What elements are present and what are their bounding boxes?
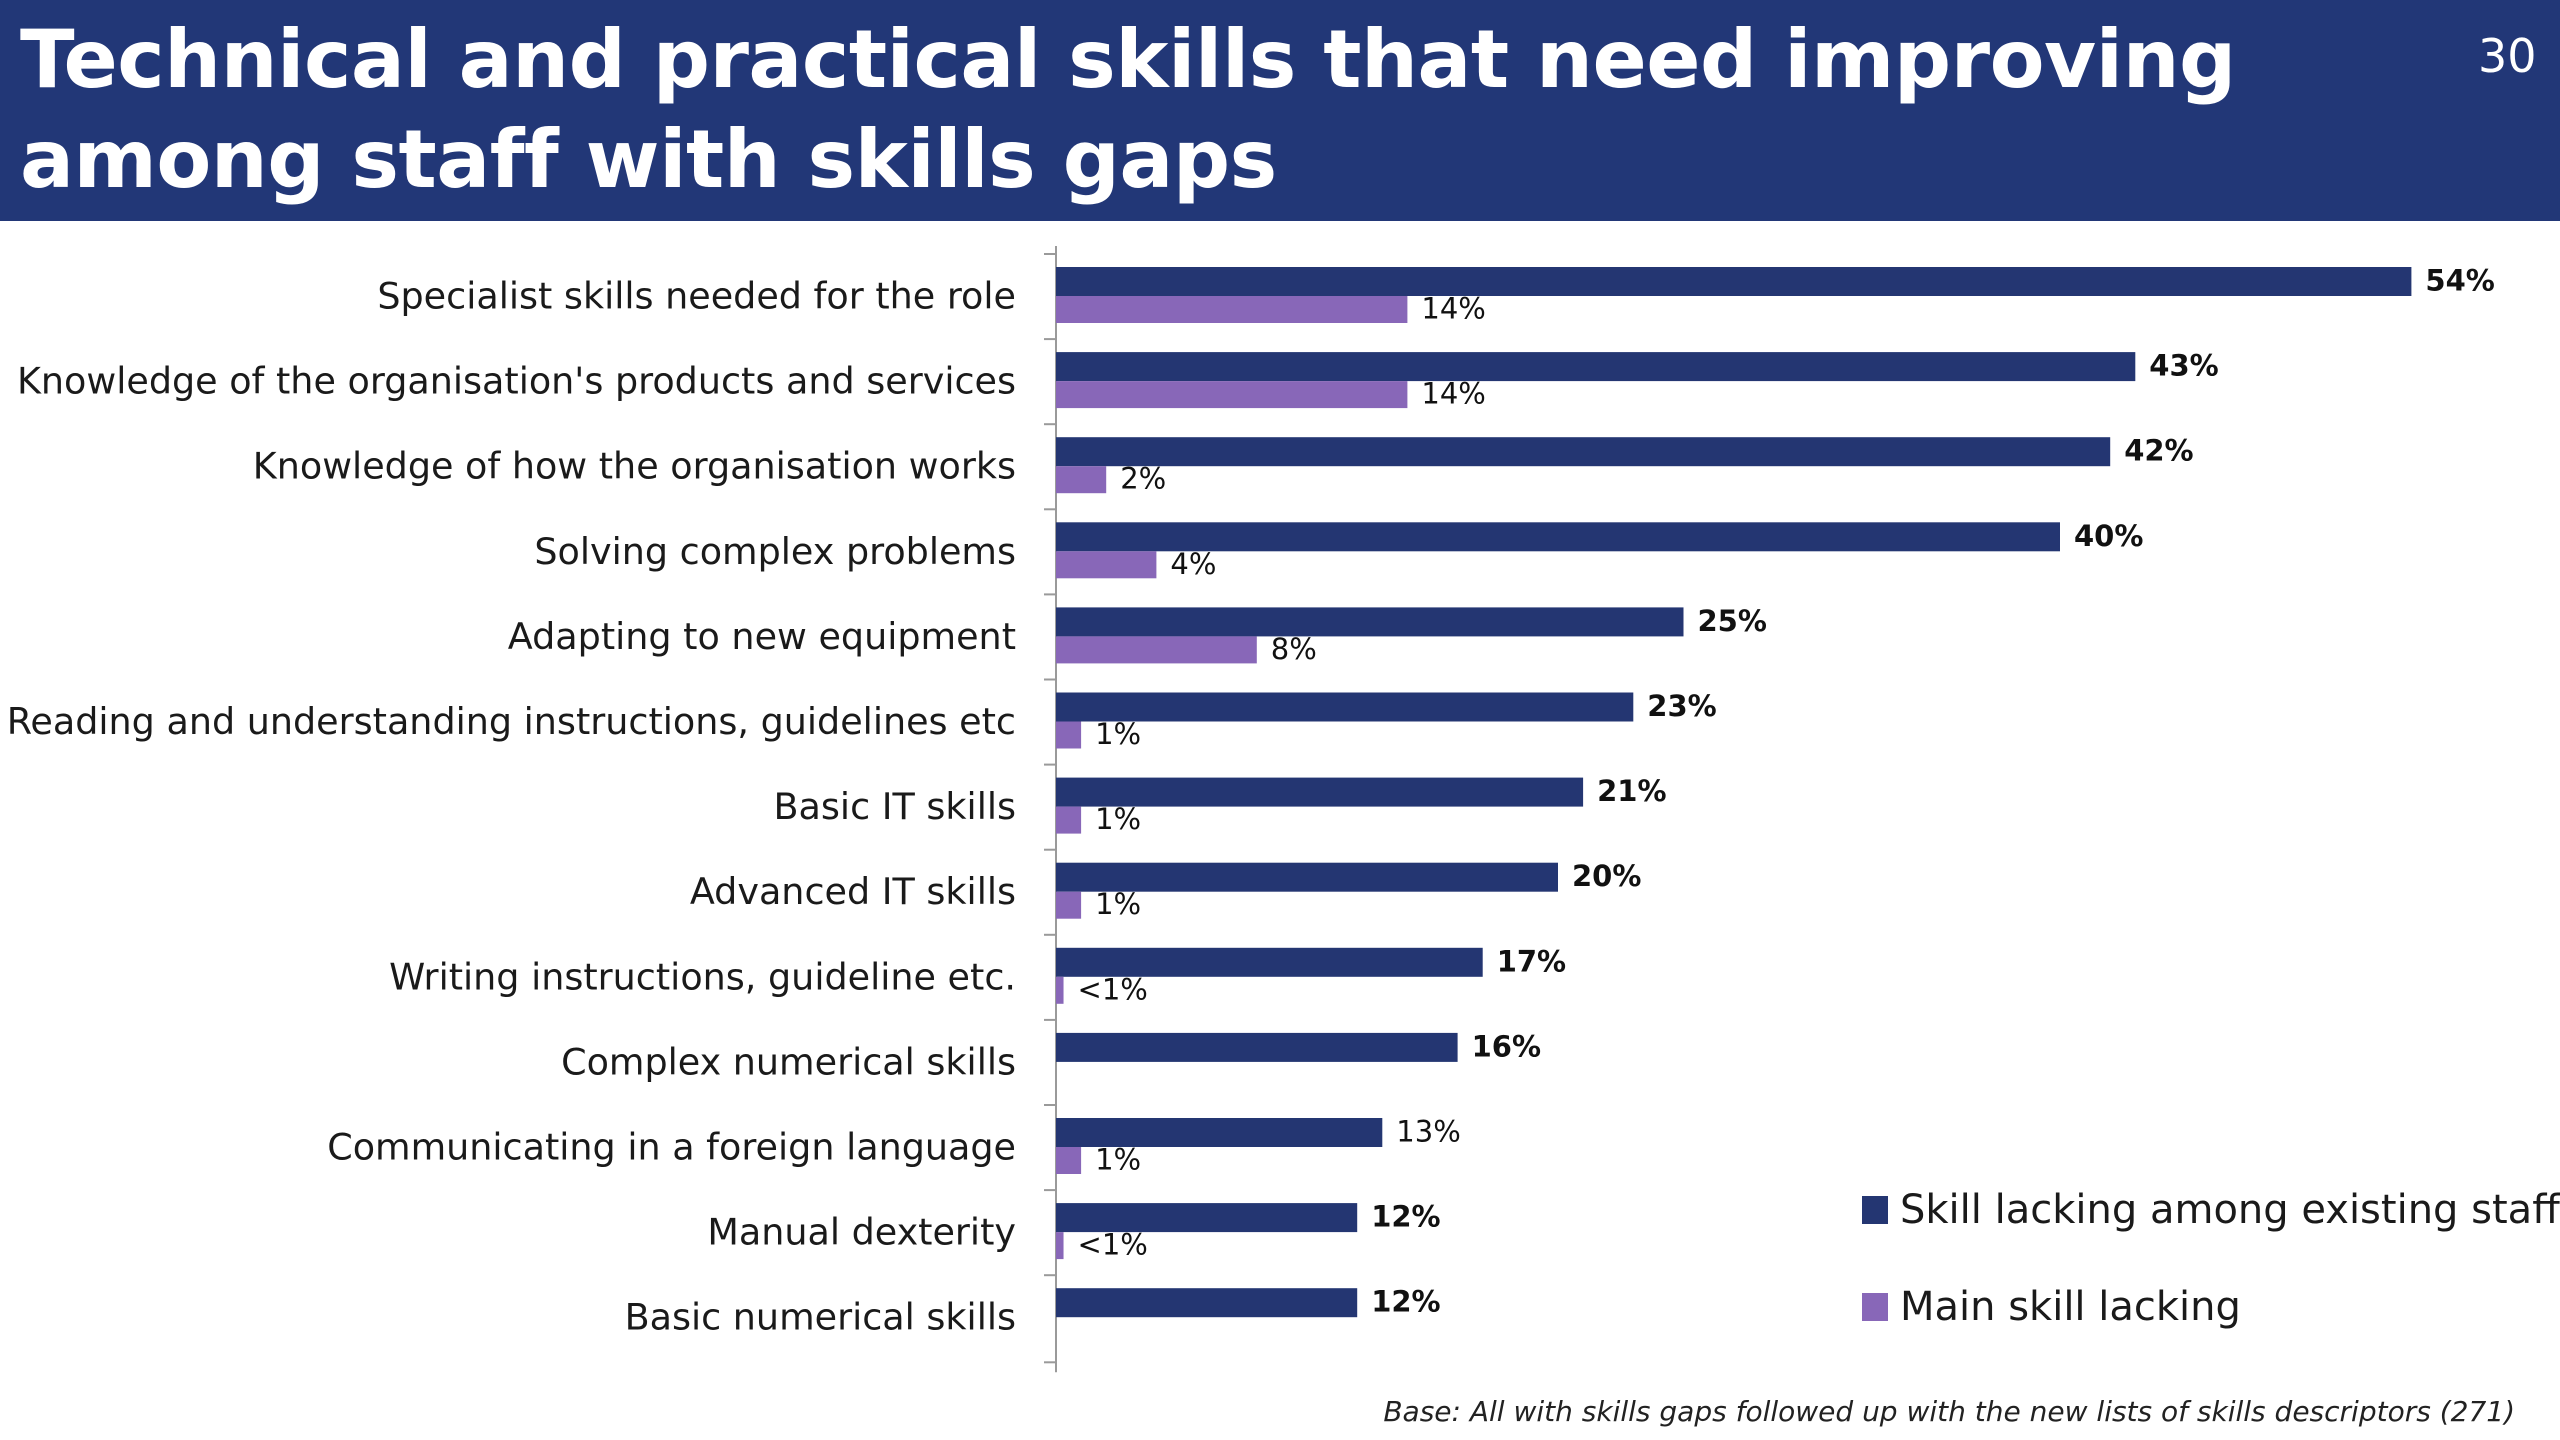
data-label-main: <1% — [1078, 1228, 1148, 1262]
bar-skill-lacking-existing — [1056, 862, 1558, 892]
data-label-existing: 17% — [1497, 944, 1566, 978]
bar-main-skill-lacking — [1056, 466, 1107, 494]
bar-main-skill-lacking — [1056, 551, 1157, 579]
data-label-existing: 43% — [2149, 349, 2218, 383]
data-label-main: 1% — [1095, 802, 1141, 836]
bar-skill-lacking-existing — [1056, 1032, 1458, 1062]
legend-label-existing: Skill lacking among existing staff — [1900, 1187, 2560, 1233]
data-label-existing: 54% — [2425, 264, 2494, 298]
category-label: Solving complex problems — [534, 530, 1016, 573]
category-label: Writing instructions, guideline etc. — [389, 955, 1016, 998]
slide-title: Technical and practical skills that need… — [20, 13, 2236, 206]
data-label-main: <1% — [1078, 972, 1148, 1006]
bar-skill-lacking-existing — [1056, 522, 2060, 552]
bar-main-skill-lacking — [1056, 891, 1082, 919]
data-label-existing: 12% — [1371, 1285, 1440, 1319]
category-label: Complex numerical skills — [561, 1040, 1016, 1083]
data-label-existing: 23% — [1647, 689, 1716, 723]
data-label-main: 2% — [1120, 462, 1166, 496]
bar-skill-lacking-existing — [1056, 692, 1634, 722]
bar-main-skill-lacking — [1056, 636, 1257, 664]
bar-skill-lacking-existing — [1056, 352, 2136, 382]
bar-skill-lacking-existing — [1056, 1288, 1358, 1318]
category-label: Basic IT skills — [774, 785, 1017, 828]
data-label-existing: 25% — [1698, 604, 1767, 638]
base-note: Base: All with skills gaps followed up w… — [1383, 1395, 2515, 1428]
data-label-main: 1% — [1095, 1143, 1141, 1177]
data-label-existing: 13% — [1396, 1115, 1460, 1149]
title-bar: Technical and practical skills that need… — [0, 0, 2560, 221]
category-label: Communicating in a foreign language — [327, 1126, 1016, 1169]
bar-skill-lacking-existing — [1056, 777, 1584, 807]
category-label: Adapting to new equipment — [508, 615, 1016, 658]
slide-number: 30 — [2478, 29, 2537, 83]
category-label: Manual dexterity — [707, 1211, 1016, 1254]
legend-label-main: Main skill lacking — [1900, 1284, 2241, 1330]
bar-skill-lacking-existing — [1056, 437, 2111, 467]
category-label: Reading and understanding instructions, … — [7, 700, 1016, 743]
data-label-main: 4% — [1170, 547, 1216, 581]
data-label-main: 14% — [1421, 292, 1485, 326]
bar-chart: Specialist skills needed for the role 54%… — [7, 246, 2560, 1373]
category-label: Basic numerical skills — [625, 1296, 1016, 1339]
data-label-existing: 12% — [1371, 1200, 1440, 1234]
data-label-existing: 21% — [1597, 774, 1666, 808]
bar-skill-lacking-existing — [1056, 607, 1684, 637]
bar-skill-lacking-existing — [1056, 1203, 1358, 1233]
data-label-main: 14% — [1421, 377, 1485, 411]
category-label: Specialist skills needed for the role — [377, 275, 1016, 318]
category-label: Knowledge of the organisation's products… — [17, 360, 1016, 403]
category-label: Advanced IT skills — [690, 870, 1016, 913]
bar-main-skill-lacking — [1056, 1147, 1082, 1174]
bar-main-skill-lacking — [1056, 721, 1082, 749]
data-label-main: 1% — [1095, 717, 1141, 751]
bar-skill-lacking-existing — [1056, 267, 2412, 296]
data-label-main: 1% — [1095, 887, 1141, 921]
data-label-existing: 16% — [1472, 1029, 1541, 1063]
legend-swatch-existing — [1862, 1196, 1888, 1224]
bar-main-skill-lacking — [1056, 976, 1064, 1004]
bar-skill-lacking-existing — [1056, 1118, 1383, 1147]
category-label: Knowledge of how the organisation works — [253, 445, 1016, 488]
data-label-existing: 20% — [1572, 859, 1641, 893]
data-label-main: 8% — [1271, 632, 1317, 666]
data-label-existing: 40% — [2074, 519, 2143, 553]
bar-main-skill-lacking — [1056, 381, 1408, 409]
legend-swatch-main — [1862, 1293, 1888, 1321]
bar-main-skill-lacking — [1056, 296, 1408, 323]
data-label-existing: 42% — [2124, 434, 2193, 468]
bar-main-skill-lacking — [1056, 1232, 1064, 1260]
bar-skill-lacking-existing — [1056, 947, 1483, 977]
bar-main-skill-lacking — [1056, 806, 1082, 834]
